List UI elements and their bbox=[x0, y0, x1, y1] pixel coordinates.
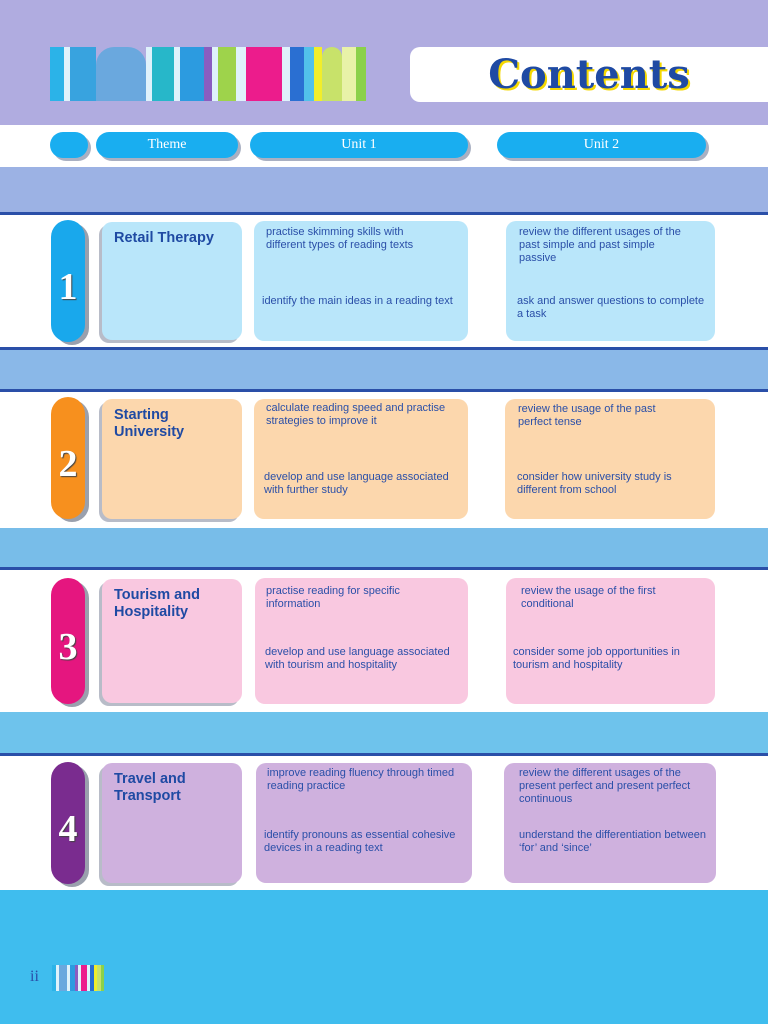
decorative-stripes bbox=[50, 47, 366, 101]
page-number: ii bbox=[30, 968, 39, 985]
title-box bbox=[410, 47, 768, 102]
objective-text: consider some job opportunities in touri… bbox=[513, 646, 680, 671]
unit1-card: calculate reading speed and practise str… bbox=[254, 399, 468, 519]
theme-title: Travel and Transport bbox=[114, 771, 186, 804]
theme-title: Tourism and Hospitality bbox=[114, 587, 200, 620]
unit2-card: review the usage of the first conditiona… bbox=[506, 578, 715, 704]
unit2-card: review the different usages of the prese… bbox=[504, 763, 716, 883]
objective-text: identify the main ideas in a reading tex… bbox=[262, 295, 453, 307]
unit2-card: review the usage of the past perfect ten… bbox=[505, 399, 715, 519]
objective-text: practise skimming skills with different … bbox=[266, 226, 414, 251]
objective-text: practise reading for specific informatio… bbox=[266, 585, 400, 610]
header-theme: Theme bbox=[96, 132, 238, 158]
objective-text: develop and use language associated with… bbox=[265, 646, 450, 671]
separator-band bbox=[0, 167, 768, 212]
objective-text: review the usage of the past perfect ten… bbox=[518, 403, 656, 428]
separator-band bbox=[0, 528, 768, 570]
bottom-band bbox=[0, 890, 768, 1024]
footer-stripes bbox=[52, 965, 104, 991]
objective-text: ask and answer questions to complete a t… bbox=[517, 295, 705, 320]
objective-text: understand the differentiation between ‘… bbox=[519, 829, 706, 854]
unit1-card: improve reading fluency through timed re… bbox=[256, 763, 472, 883]
theme-title: Retail Therapy bbox=[114, 230, 214, 246]
page-title: Contents bbox=[488, 51, 690, 98]
objective-text: review the different usages of the past … bbox=[519, 226, 681, 264]
unit1-card: practise reading for specific informatio… bbox=[255, 578, 468, 704]
objective-text: improve reading fluency through timed re… bbox=[267, 767, 455, 792]
unit-number-tab: 2 bbox=[51, 397, 85, 519]
theme-card: Starting University bbox=[102, 399, 242, 519]
unit-number: 1 bbox=[58, 266, 78, 308]
objective-text: review the usage of the first conditiona… bbox=[521, 585, 656, 610]
theme-title: Starting University bbox=[114, 407, 185, 440]
header-unit-1: Unit 1 bbox=[250, 132, 468, 158]
objective-text: consider how university study is differe… bbox=[517, 471, 672, 496]
objective-text: develop and use language associated with… bbox=[264, 471, 449, 496]
unit-number-tab: 3 bbox=[51, 578, 85, 704]
theme-card: Tourism and Hospitality bbox=[102, 579, 242, 703]
unit-number-tab: 4 bbox=[51, 762, 85, 884]
unit-number: 2 bbox=[58, 443, 78, 485]
objective-text: identify pronouns as essential cohesive … bbox=[264, 829, 456, 854]
unit-number: 4 bbox=[58, 808, 78, 850]
unit2-card: review the different usages of the past … bbox=[506, 221, 715, 341]
separator-band bbox=[0, 712, 768, 756]
separator-band bbox=[0, 350, 768, 392]
unit-number: 3 bbox=[58, 626, 78, 668]
theme-card: Retail Therapy bbox=[102, 222, 242, 340]
unit1-card: practise skimming skills with different … bbox=[254, 221, 468, 341]
header-pill-blank bbox=[50, 132, 88, 158]
unit-number-tab: 1 bbox=[51, 220, 85, 342]
objective-text: review the different usages of the prese… bbox=[519, 767, 691, 805]
header-unit-2: Unit 2 bbox=[497, 132, 706, 158]
objective-text: calculate reading speed and practise str… bbox=[266, 402, 446, 427]
theme-card: Travel and Transport bbox=[102, 763, 242, 883]
